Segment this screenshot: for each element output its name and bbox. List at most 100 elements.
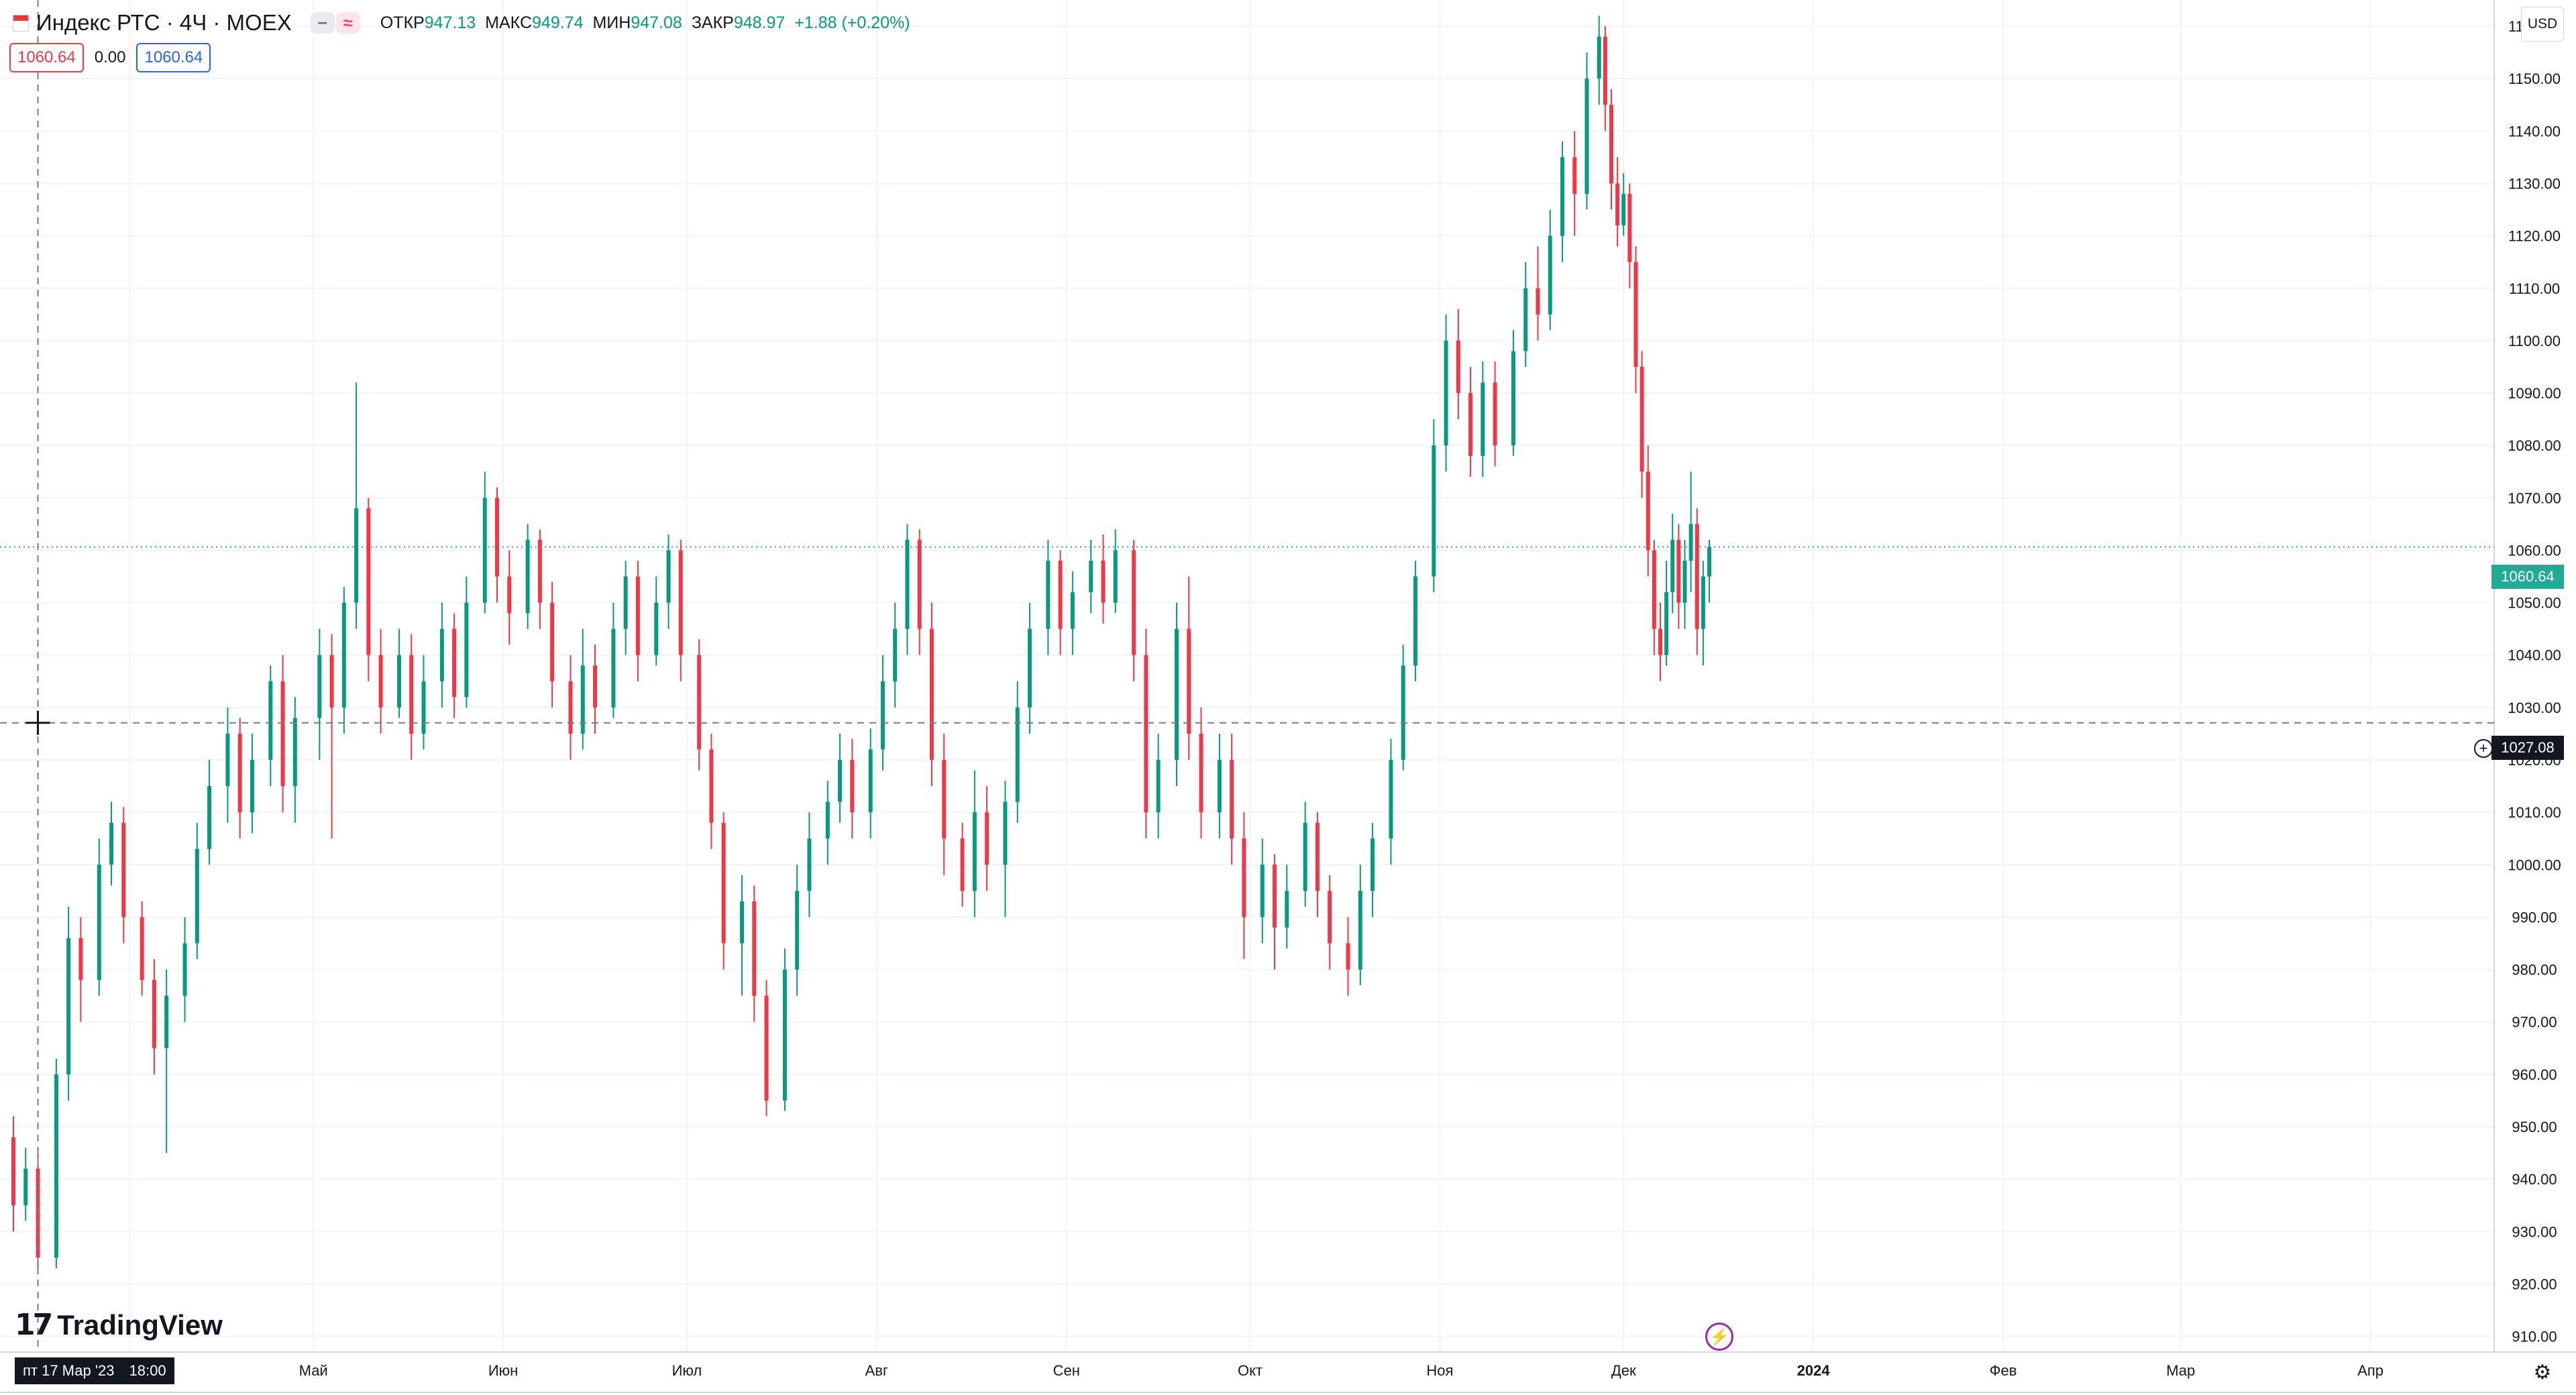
candle-body	[635, 576, 640, 655]
change-value: +1.88 (+0.20%)	[794, 13, 910, 32]
candle-body	[329, 655, 334, 708]
candle-body	[1688, 524, 1693, 561]
candle-body	[1175, 628, 1179, 761]
candle-body	[1371, 838, 1375, 891]
buy-button[interactable]: 1060.64	[136, 43, 211, 72]
y-tick-label: 1090.00	[2508, 385, 2561, 402]
lightning-icon[interactable]: ⚡	[1705, 1323, 1733, 1351]
candle-body	[1481, 382, 1485, 456]
candle-body	[1493, 382, 1497, 446]
candle-body	[525, 539, 530, 614]
candle-body	[1058, 561, 1063, 629]
russia-flag-icon	[13, 15, 28, 31]
y-tick-label: 1080.00	[2508, 437, 2561, 454]
candle-body	[850, 760, 855, 813]
candle-body	[409, 655, 414, 734]
crosshair-date: пт 17 Мар '23	[23, 1362, 115, 1379]
candle-body	[182, 943, 187, 996]
candle-body	[917, 539, 922, 629]
tradingview-logo-text: TradingView	[57, 1308, 223, 1341]
candle-body	[880, 681, 885, 750]
candle-body	[942, 760, 947, 839]
candle-body	[378, 655, 383, 708]
y-tick-label: 1040.00	[2508, 647, 2561, 664]
gear-icon[interactable]: ⚙	[2533, 1361, 2552, 1384]
candle-body	[1346, 943, 1350, 970]
y-tick-label: 1060.00	[2508, 542, 2561, 559]
y-tick-label: 990.00	[2512, 909, 2557, 926]
candle-body	[654, 602, 659, 655]
y-tick-label: 980.00	[2512, 962, 2557, 979]
hide-legend-icon[interactable]: −	[310, 12, 335, 34]
y-tick-label: 940.00	[2512, 1171, 2557, 1188]
y-tick-label: 930.00	[2512, 1223, 2557, 1240]
sell-button[interactable]: 1060.64	[9, 43, 84, 72]
candle-body	[580, 665, 585, 734]
candle-body	[1101, 561, 1106, 603]
legend-buttons: − ≈	[310, 12, 362, 34]
candle-body	[507, 576, 512, 614]
currency-button[interactable]: USD	[2521, 7, 2564, 42]
candle-body	[1646, 471, 1650, 551]
candle-body	[421, 681, 426, 734]
candle-body	[1585, 78, 1589, 194]
candle-body	[1652, 550, 1656, 629]
plus-circle-icon[interactable]: +	[2474, 739, 2493, 758]
candle-body	[764, 995, 769, 1101]
symbol-title[interactable]: Индекс РТС · 4Ч · MOEX	[36, 10, 292, 35]
candle-body	[292, 718, 297, 787]
candle-body	[1199, 733, 1203, 813]
ohlc-values: ОТКР947.13 МАКС949.74 МИН947.08 ЗАКР948.…	[380, 13, 910, 33]
candle-body	[225, 733, 230, 787]
x-tick-label: Май	[299, 1362, 328, 1379]
candle-body	[1027, 628, 1032, 708]
candle-body	[1670, 539, 1675, 592]
candle-body	[280, 681, 285, 787]
candle-body	[152, 980, 156, 1048]
candle-body	[721, 822, 726, 944]
close-label: ЗАКР	[691, 13, 734, 32]
candle-body	[1401, 665, 1405, 761]
candle-body	[482, 498, 487, 603]
compare-wave-icon[interactable]: ≈	[335, 12, 360, 34]
x-tick-label: Авг	[865, 1362, 888, 1379]
candle-body	[140, 917, 144, 981]
candle-body	[1046, 561, 1051, 629]
tradingview-logo[interactable]: 17 TradingView	[15, 1308, 223, 1342]
candle-body	[1242, 838, 1246, 917]
tradingview-mark-icon: 17	[15, 1308, 53, 1342]
candle-body	[868, 749, 873, 813]
candle-body	[1389, 760, 1393, 839]
candle-body	[439, 628, 444, 681]
x-tick-label: Сен	[1053, 1362, 1080, 1379]
y-tick-label: 1050.00	[2508, 595, 2561, 612]
candle-body	[354, 508, 359, 603]
last-price-tag: 1060.64	[2491, 565, 2564, 589]
crosshair-price-tag: 1027.08	[2491, 736, 2564, 760]
candle-body	[1358, 891, 1362, 970]
low-value: 947.08	[631, 13, 682, 32]
candle-body	[1627, 194, 1632, 262]
candle-body	[550, 602, 555, 681]
candle-body	[366, 508, 371, 655]
candle-body	[1113, 550, 1118, 603]
candle-body	[893, 628, 898, 681]
high-value: 949.74	[532, 13, 584, 32]
open-value: 947.13	[424, 13, 476, 32]
candle-body	[1315, 822, 1320, 891]
candle-body	[1701, 576, 1705, 629]
candle-body	[317, 655, 322, 718]
y-tick-label: 1140.00	[2508, 123, 2561, 140]
candle-body	[1615, 183, 1620, 225]
candle-body	[1468, 393, 1473, 456]
candle-body	[623, 576, 628, 629]
candle-body	[929, 628, 934, 761]
candle-body	[960, 838, 965, 891]
x-tick-label: Ноя	[1426, 1362, 1453, 1379]
y-tick-label: 1130.00	[2508, 175, 2561, 192]
y-tick-label: 1000.00	[2508, 856, 2561, 873]
spread-value: 0.00	[94, 48, 126, 66]
candle-body	[666, 550, 671, 603]
candle-body	[1511, 351, 1515, 446]
